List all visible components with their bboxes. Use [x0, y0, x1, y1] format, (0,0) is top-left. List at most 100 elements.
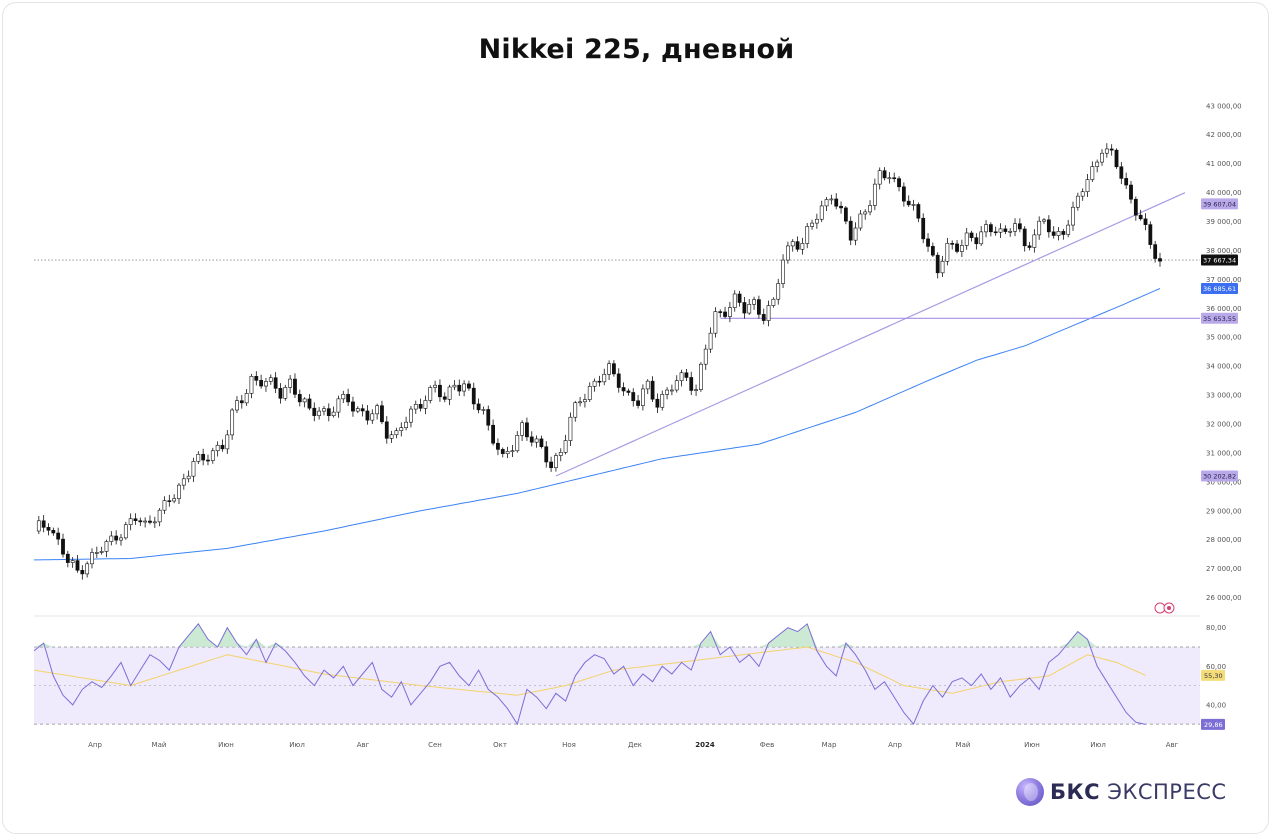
y-tick-label: 28 000,00 — [1206, 536, 1242, 544]
candle-up — [979, 231, 984, 245]
candle-up — [1080, 191, 1085, 197]
x-tick-label: Апр — [88, 741, 102, 749]
candle-up — [863, 211, 868, 215]
candle-down — [491, 424, 495, 444]
candle-down — [1158, 258, 1162, 262]
candle-up — [708, 332, 713, 350]
candle-down — [418, 404, 423, 409]
candle-down — [259, 380, 264, 387]
candle-up — [99, 551, 104, 553]
rsi-value-badge-label: 29,86 — [1204, 721, 1223, 729]
candle-down — [742, 302, 747, 314]
candle-up — [641, 388, 645, 406]
candle-down — [969, 232, 974, 238]
candle-down — [684, 372, 689, 378]
candle-up — [186, 475, 191, 480]
candle-down — [384, 421, 389, 439]
x-tick-label: Авг — [1166, 741, 1179, 749]
price-badge-label: 30 202,82 — [1203, 472, 1236, 480]
candle-up — [771, 298, 776, 306]
candle-down — [1109, 148, 1114, 151]
x-tick-label: Июн — [1024, 741, 1040, 749]
candle-up — [959, 245, 964, 252]
candle-down — [239, 400, 244, 404]
candle-down — [80, 569, 85, 575]
candle-up — [645, 380, 650, 390]
y-tick-label: 27 000,00 — [1206, 565, 1242, 573]
last-price-badge — [1201, 254, 1238, 266]
candle-down — [718, 311, 723, 313]
candle-down — [737, 293, 742, 303]
candle-down — [834, 198, 839, 207]
candle-down — [486, 409, 491, 426]
price-badge — [1201, 282, 1238, 294]
candle-down — [467, 383, 471, 389]
candle-up — [515, 434, 520, 452]
candle-up — [665, 389, 669, 395]
candle-up — [534, 438, 539, 443]
candle-up — [94, 552, 99, 554]
candle-up — [104, 541, 109, 552]
candle-up — [235, 400, 239, 411]
candle-down — [988, 224, 993, 233]
candle-up — [413, 404, 418, 410]
x-tick-label: Фев — [760, 741, 774, 749]
candle-up — [568, 416, 573, 441]
candle-up — [109, 535, 114, 542]
candle-up — [394, 430, 399, 436]
candle-up — [283, 387, 288, 399]
x-tick-label: Июл — [1090, 741, 1106, 749]
candle-down — [901, 186, 906, 202]
candle-up — [1071, 206, 1075, 226]
candle-up — [785, 245, 790, 261]
rsi-y-tick-label: 40,00 — [1206, 701, 1226, 709]
candle-up — [191, 461, 196, 477]
candle-up — [766, 305, 771, 321]
candle-down — [950, 243, 955, 245]
candle-up — [452, 384, 457, 388]
y-tick-label: 30 000,00 — [1206, 478, 1242, 486]
candle-down — [916, 204, 921, 219]
candle-up — [370, 413, 375, 421]
candle-up — [36, 520, 41, 532]
candle-down — [689, 377, 694, 391]
candle-down — [897, 178, 901, 188]
price-badge — [1201, 198, 1238, 210]
candle-down — [278, 388, 283, 399]
candle-up — [375, 405, 380, 415]
candle-down — [756, 299, 761, 315]
candle-up — [984, 224, 988, 233]
candle-down — [476, 403, 481, 411]
candle-down — [539, 438, 544, 448]
alert-record-dot-icon — [1167, 606, 1171, 610]
candle-down — [346, 394, 351, 403]
candle-up — [210, 450, 215, 461]
x-tick-label: Сен — [428, 741, 442, 749]
moving-average-line — [34, 288, 1161, 561]
candle-up — [172, 498, 177, 502]
candle-down — [457, 384, 462, 392]
rsi-ma-badge — [1201, 669, 1225, 681]
candle-down — [626, 390, 631, 393]
candle-down — [1003, 228, 1008, 232]
candle-down — [1022, 228, 1027, 247]
candle-up — [573, 402, 578, 418]
candle-up — [1104, 148, 1109, 154]
candle-up — [389, 434, 394, 439]
candle-up — [331, 411, 336, 417]
y-tick-label: 43 000,00 — [1206, 102, 1242, 110]
candle-up — [428, 387, 433, 401]
candle-down — [839, 205, 843, 209]
candle-down — [892, 177, 897, 180]
candle-up — [462, 383, 467, 392]
candle-down — [621, 387, 626, 392]
rsi-y-tick-label: 60,00 — [1206, 663, 1226, 671]
candle-down — [616, 373, 621, 388]
candle-down — [1148, 224, 1153, 245]
candle-up — [887, 177, 892, 180]
candle-up — [602, 373, 607, 383]
candle-up — [1013, 223, 1017, 232]
brand-light: ЭКСПРЕСС — [1107, 780, 1227, 804]
price-badge — [1201, 312, 1238, 324]
y-tick-label: 34 000,00 — [1206, 363, 1242, 371]
